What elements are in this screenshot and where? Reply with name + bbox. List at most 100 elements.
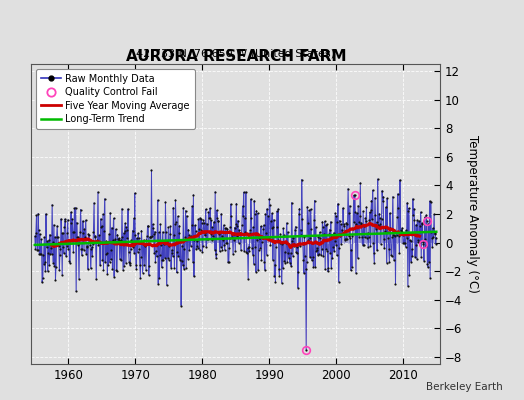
Point bbox=[417, 209, 425, 215]
Point bbox=[255, 235, 264, 242]
Point bbox=[316, 239, 325, 245]
Point bbox=[285, 255, 293, 261]
Point bbox=[367, 207, 375, 214]
Point bbox=[344, 185, 352, 192]
Point bbox=[88, 244, 96, 250]
Point bbox=[368, 216, 376, 222]
Point bbox=[59, 244, 68, 250]
Point bbox=[335, 245, 343, 251]
Point bbox=[257, 223, 265, 230]
Point bbox=[320, 218, 329, 224]
Point bbox=[209, 228, 217, 235]
Point bbox=[136, 275, 145, 281]
Point bbox=[397, 228, 405, 234]
Point bbox=[175, 222, 183, 229]
Point bbox=[115, 235, 123, 242]
Point bbox=[328, 255, 336, 262]
Point bbox=[95, 232, 103, 238]
Point bbox=[200, 232, 209, 238]
Point bbox=[71, 236, 79, 243]
Point bbox=[152, 248, 160, 254]
Point bbox=[404, 208, 412, 214]
Point bbox=[304, 237, 313, 244]
Point bbox=[254, 210, 262, 216]
Point bbox=[67, 220, 75, 226]
Point bbox=[324, 264, 333, 271]
Point bbox=[84, 231, 93, 237]
Point bbox=[235, 227, 243, 233]
Point bbox=[145, 263, 154, 269]
Point bbox=[275, 272, 283, 279]
Point bbox=[110, 273, 118, 280]
Point bbox=[129, 215, 138, 222]
Point bbox=[49, 259, 58, 266]
Point bbox=[378, 198, 387, 205]
Point bbox=[83, 244, 92, 251]
Point bbox=[52, 264, 60, 271]
Point bbox=[143, 237, 151, 244]
Point bbox=[155, 229, 163, 236]
Point bbox=[201, 206, 210, 212]
Point bbox=[177, 302, 185, 309]
Point bbox=[310, 217, 318, 224]
Point bbox=[166, 230, 174, 237]
Point bbox=[198, 220, 206, 226]
Point bbox=[100, 228, 108, 234]
Point bbox=[286, 250, 294, 256]
Point bbox=[274, 237, 282, 243]
Point bbox=[54, 240, 62, 246]
Point bbox=[48, 201, 56, 208]
Point bbox=[102, 238, 111, 244]
Point bbox=[43, 238, 51, 245]
Point bbox=[351, 209, 359, 215]
Point bbox=[295, 205, 303, 212]
Point bbox=[347, 267, 355, 274]
Point bbox=[315, 251, 323, 258]
Point bbox=[116, 237, 125, 243]
Point bbox=[57, 216, 65, 222]
Point bbox=[90, 234, 99, 240]
Point bbox=[144, 223, 152, 230]
Point bbox=[283, 229, 292, 235]
Point bbox=[77, 246, 85, 253]
Point bbox=[431, 240, 440, 247]
Point bbox=[195, 226, 203, 232]
Point bbox=[415, 218, 423, 224]
Point bbox=[185, 247, 194, 254]
Point bbox=[411, 242, 420, 248]
Point bbox=[93, 238, 101, 245]
Point bbox=[357, 221, 365, 228]
Point bbox=[99, 267, 107, 274]
Point bbox=[135, 235, 143, 241]
Point bbox=[192, 238, 201, 244]
Point bbox=[227, 213, 235, 220]
Point bbox=[325, 231, 333, 237]
Point bbox=[107, 247, 115, 254]
Point bbox=[251, 244, 259, 250]
Point bbox=[268, 257, 277, 263]
Point bbox=[184, 232, 193, 238]
Point bbox=[101, 196, 109, 202]
Point bbox=[38, 275, 47, 282]
Y-axis label: Temperature Anomaly (°C): Temperature Anomaly (°C) bbox=[466, 135, 479, 293]
Point bbox=[388, 233, 396, 240]
Point bbox=[51, 234, 59, 240]
Point bbox=[264, 213, 272, 220]
Point bbox=[187, 232, 195, 239]
Point bbox=[111, 238, 119, 244]
Point bbox=[121, 220, 129, 226]
Point bbox=[277, 239, 285, 246]
Point bbox=[387, 252, 396, 259]
Point bbox=[137, 227, 146, 234]
Point bbox=[350, 219, 358, 226]
Point bbox=[191, 222, 199, 228]
Point bbox=[313, 247, 322, 253]
Point bbox=[94, 189, 102, 195]
Point bbox=[249, 224, 257, 230]
Point bbox=[408, 253, 417, 259]
Point bbox=[325, 226, 334, 233]
Point bbox=[154, 280, 162, 287]
Point bbox=[212, 254, 221, 261]
Point bbox=[309, 264, 318, 270]
Point bbox=[343, 221, 352, 228]
